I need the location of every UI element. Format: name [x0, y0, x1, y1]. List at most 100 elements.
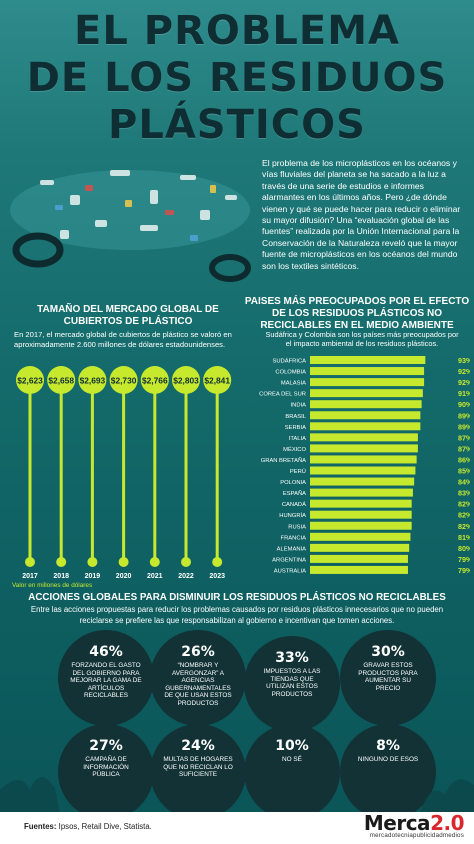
- country-value-label: 89%: [458, 411, 470, 420]
- countries-chart: SUDÁFRICA 93% COLOMBIA 92% MALASIA 92% COREA D…: [259, 356, 470, 575]
- actions-subtitle: Entre las acciones propuestas para reduc…: [30, 605, 444, 625]
- country-label: ARGENTINA: [272, 557, 306, 563]
- country-value-label: 80%: [458, 544, 470, 553]
- title-line-2: DE LOS RESIDUOS: [26, 55, 448, 101]
- action-pct: 27%: [89, 738, 123, 754]
- action-pct: 33%: [275, 650, 309, 666]
- market-value-label: $2,658: [48, 376, 74, 386]
- country-value-label: 87%: [458, 444, 470, 453]
- country-bar: [310, 543, 410, 552]
- market-year-label: 2022: [178, 573, 194, 580]
- seabed-decoration: [0, 776, 474, 814]
- country-bar: [310, 488, 413, 497]
- country-value-label: 81%: [458, 533, 470, 542]
- country-bar: [310, 521, 412, 530]
- country-bar: [310, 532, 411, 541]
- country-bar: [310, 422, 421, 431]
- sources: Fuentes: Ipsos, Retail Dive, Statista.: [24, 822, 152, 831]
- action-pct: 26%: [181, 644, 215, 660]
- country-label: AUSTRALIA: [274, 568, 306, 574]
- action-pct: 10%: [275, 738, 309, 754]
- hero: EL PROBLEMA DE LOS RESIDUOS PLÁSTICOS El…: [0, 0, 474, 300]
- action-circle: 10% NO SÉ: [244, 724, 340, 820]
- action-desc: FORZANDO EL GASTO DEL GOBIERNO PARA MEJO…: [70, 662, 142, 700]
- country-bar: [310, 444, 418, 453]
- action-desc: CAMPAÑA DE INFORMACIÓN PÚBLICA: [83, 756, 129, 779]
- market-base-dot: [212, 557, 223, 567]
- market-base-dot: [56, 557, 67, 567]
- country-label: COREA DEL SUR: [259, 392, 306, 398]
- country-label: INDIA: [291, 403, 307, 409]
- market-year-label: 2020: [116, 573, 132, 580]
- country-value-label: 92%: [458, 378, 470, 387]
- market-base-dot: [181, 557, 191, 567]
- action-circle: 46% FORZANDO EL GASTO DEL GOBIERNO PARA …: [58, 630, 154, 726]
- country-value-label: 89%: [458, 422, 470, 431]
- market-value-label: $2,803: [173, 376, 199, 386]
- intro-paragraph: El problema de los microplásticos en los…: [262, 158, 461, 271]
- logo-tagline: mercadotecniapublicidadmedios: [369, 832, 464, 839]
- country-label: POLONIA: [280, 480, 306, 486]
- market-year-label: 2019: [85, 573, 101, 580]
- country-bar: [310, 499, 412, 508]
- logo-brand-b: 2.0: [430, 811, 464, 835]
- action-pct: 46%: [89, 644, 123, 660]
- country-bar: [310, 477, 415, 486]
- country-bar: [310, 400, 422, 409]
- country-label: SUDÁFRICA: [273, 358, 307, 365]
- market-bubble: [109, 366, 138, 394]
- title-line-1: EL PROBLEMA: [74, 8, 400, 54]
- market-bubble: [47, 366, 76, 394]
- country-bar: [310, 411, 421, 420]
- countries-title: PAISES MÁS PREOCUPADOS POR EL EFECTO DE …: [244, 296, 470, 331]
- merca20-logo: Merca2.0 mercadotecniapublicidadmedios: [364, 811, 465, 839]
- actions-title: ACCIONES GLOBALES PARA DISMINUIR LOS RES…: [28, 592, 446, 603]
- market-value-label: $2,766: [142, 376, 168, 386]
- country-label: BRASIL: [285, 414, 306, 420]
- country-value-label: 82%: [458, 500, 470, 509]
- action-desc: MULTAS DE HOGARES QUE NO RECICLAN LO SUF…: [163, 756, 233, 779]
- country-value-label: 86%: [458, 455, 470, 464]
- sources-text: Ipsos, Retail Dive, Statista.: [58, 822, 152, 831]
- market-bubble: [16, 366, 44, 394]
- country-bar: [310, 378, 425, 387]
- action-desc: NINGUNO DE ESOS: [357, 756, 419, 763]
- country-value-label: 92%: [458, 367, 470, 376]
- market-year-label: 2018: [53, 573, 69, 580]
- country-bar: [310, 466, 416, 475]
- market-subtitle: En 2017, el mercado global de cubiertos …: [14, 330, 232, 349]
- country-bar: [310, 433, 418, 442]
- country-label: CANADÁ: [282, 501, 306, 508]
- action-circle: 27% CAMPAÑA DE INFORMACIÓN PÚBLICA: [58, 724, 154, 820]
- market-title: TAMAÑO DEL MERCADO GLOBAL DE CUBIERTOS D…: [37, 304, 219, 327]
- market-bubble: [203, 366, 232, 394]
- country-bar: [310, 455, 417, 464]
- country-bar: [310, 389, 423, 398]
- action-circle: 8% NINGUNO DE ESOS: [340, 724, 436, 820]
- country-value-label: 84%: [458, 478, 470, 487]
- action-pct: 8%: [376, 738, 400, 754]
- country-value-label: 90%: [458, 400, 470, 409]
- market-base-dot: [149, 557, 160, 567]
- market-year-label: 2021: [147, 573, 163, 580]
- market-chart: $2,623 2017 $2,658 2018 $2,693 2019 $2,730 2020…: [16, 366, 232, 580]
- country-value-label: 87%: [458, 433, 470, 442]
- action-pct: 24%: [181, 738, 215, 754]
- market-year-label: 2017: [22, 573, 38, 580]
- country-label: FRANCIA: [281, 535, 307, 541]
- market-base-dot: [87, 557, 98, 567]
- market-bubble: [172, 366, 200, 394]
- country-label: ITALIA: [289, 436, 306, 442]
- country-value-label: 82%: [458, 511, 470, 520]
- countries-subtitle: Sudáfrica y Colombia son los países más …: [265, 330, 459, 348]
- country-label: PERÚ: [290, 468, 306, 475]
- action-desc: NO SÉ: [282, 756, 302, 763]
- action-desc: GRAVAR ESTOS PRODUCTOS PARA AUMENTAR SU …: [358, 662, 418, 692]
- plastic-debris-illustration: [10, 170, 251, 282]
- title-line-3: PLÁSTICOS: [108, 102, 366, 148]
- country-label: ESPAÑA: [283, 490, 306, 497]
- action-circle: 30% GRAVAR ESTOS PRODUCTOS PARA AUMENTAR…: [340, 630, 436, 726]
- country-bar: [310, 356, 426, 364]
- market-value-label: $2,730: [111, 376, 137, 386]
- market-value-label: $2,623: [17, 376, 43, 386]
